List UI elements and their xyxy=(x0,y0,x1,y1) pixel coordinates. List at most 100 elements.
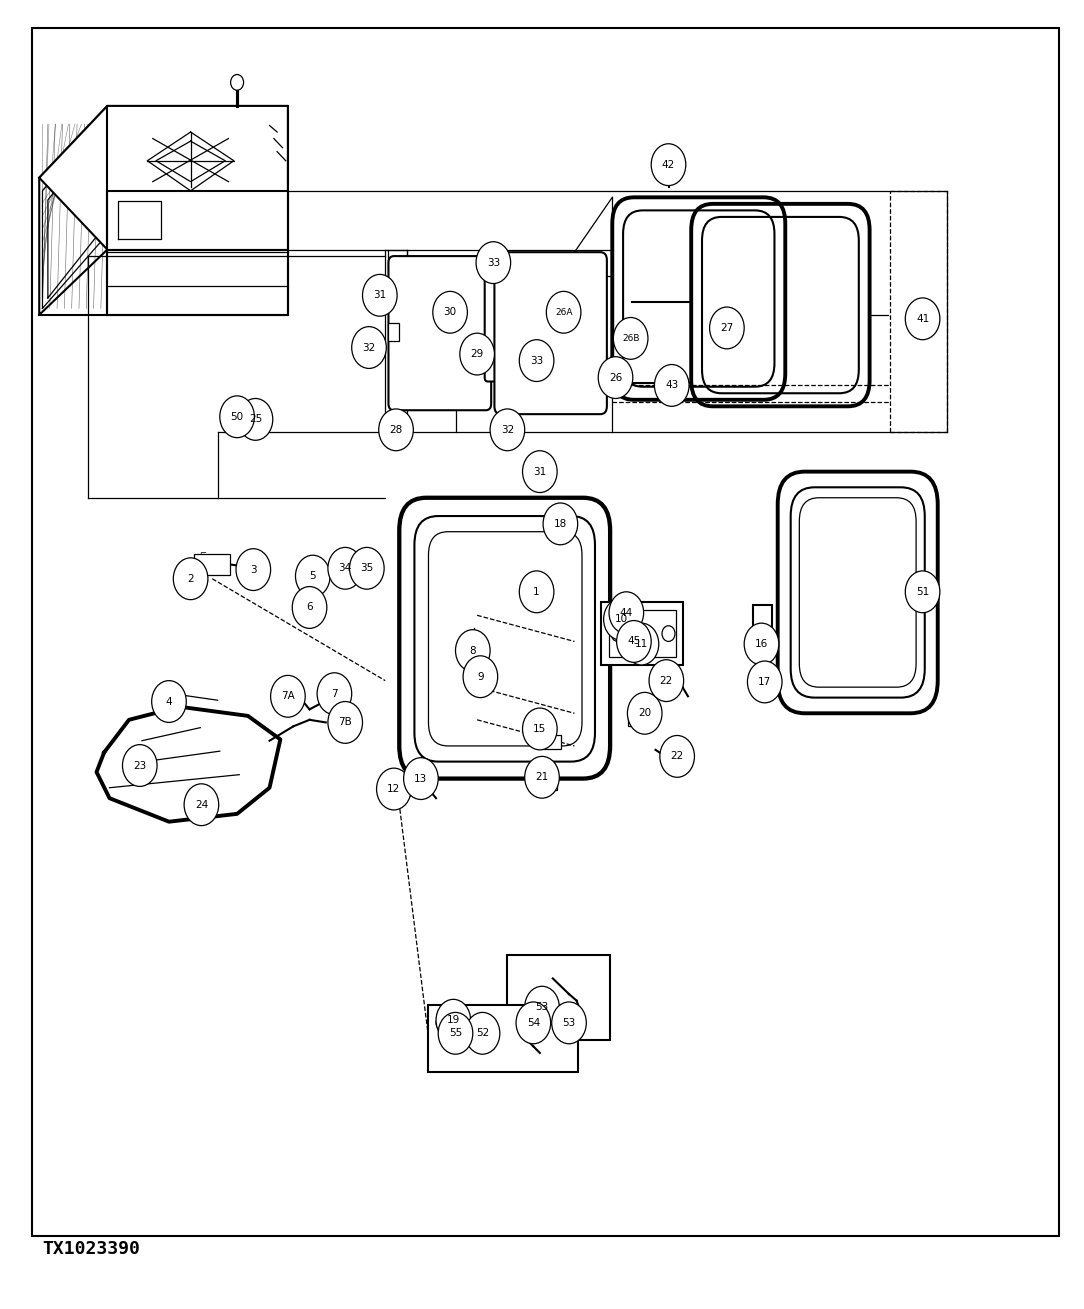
Circle shape xyxy=(624,623,659,665)
Text: 19: 19 xyxy=(447,1016,460,1025)
Text: 11: 11 xyxy=(635,639,648,649)
Circle shape xyxy=(465,1012,500,1054)
Text: 34: 34 xyxy=(338,563,352,573)
Text: 33: 33 xyxy=(487,258,500,267)
Bar xyxy=(542,736,562,749)
Bar xyxy=(194,554,230,575)
FancyBboxPatch shape xyxy=(485,270,504,381)
Circle shape xyxy=(525,986,559,1028)
Circle shape xyxy=(433,292,467,334)
Circle shape xyxy=(522,450,557,492)
Text: 45: 45 xyxy=(628,636,641,647)
Circle shape xyxy=(271,675,306,717)
Bar xyxy=(507,956,610,1039)
Text: 53: 53 xyxy=(563,1018,576,1028)
Text: 32: 32 xyxy=(362,343,376,352)
Text: 24: 24 xyxy=(195,800,208,810)
Polygon shape xyxy=(107,250,288,315)
Text: 6: 6 xyxy=(306,602,313,613)
Circle shape xyxy=(476,242,511,284)
Polygon shape xyxy=(39,106,288,250)
Circle shape xyxy=(543,503,578,545)
Circle shape xyxy=(460,334,494,374)
Circle shape xyxy=(220,395,255,437)
Text: 26A: 26A xyxy=(555,308,572,317)
Circle shape xyxy=(598,356,633,398)
Text: 27: 27 xyxy=(720,323,734,332)
Text: 42: 42 xyxy=(662,160,675,170)
Text: 54: 54 xyxy=(527,1018,540,1028)
Text: 51: 51 xyxy=(916,586,929,597)
Circle shape xyxy=(516,1001,551,1043)
Text: 2: 2 xyxy=(188,573,194,584)
Circle shape xyxy=(614,318,648,359)
Text: 5: 5 xyxy=(309,571,317,581)
Text: 26: 26 xyxy=(609,373,622,382)
Text: 28: 28 xyxy=(389,425,402,435)
Text: 20: 20 xyxy=(638,708,651,719)
Text: 9: 9 xyxy=(477,672,483,682)
Text: ⌐: ⌐ xyxy=(199,550,206,559)
Circle shape xyxy=(662,626,675,641)
Text: 31: 31 xyxy=(533,466,546,476)
Text: 43: 43 xyxy=(666,381,679,390)
Circle shape xyxy=(651,144,686,186)
Bar xyxy=(388,323,399,342)
Text: 7B: 7B xyxy=(338,717,352,728)
Circle shape xyxy=(231,75,244,90)
Circle shape xyxy=(328,547,362,589)
Text: 3: 3 xyxy=(250,564,257,575)
Circle shape xyxy=(351,327,386,368)
Bar xyxy=(602,602,683,665)
Text: 21: 21 xyxy=(535,772,549,783)
Text: 41: 41 xyxy=(916,314,929,323)
Text: 15: 15 xyxy=(533,724,546,734)
Text: 29: 29 xyxy=(470,350,483,359)
Text: 44: 44 xyxy=(620,607,633,618)
Circle shape xyxy=(905,298,940,340)
Text: 55: 55 xyxy=(449,1029,462,1038)
FancyBboxPatch shape xyxy=(494,253,607,414)
Circle shape xyxy=(552,1001,586,1043)
Circle shape xyxy=(649,660,684,702)
Text: 33: 33 xyxy=(530,356,543,365)
Text: 26B: 26B xyxy=(622,334,640,343)
Circle shape xyxy=(663,162,674,175)
Circle shape xyxy=(546,292,581,334)
Circle shape xyxy=(318,673,351,715)
Circle shape xyxy=(710,308,745,348)
Circle shape xyxy=(436,1014,449,1030)
Text: 53: 53 xyxy=(535,1003,549,1012)
Circle shape xyxy=(476,664,489,679)
Text: 23: 23 xyxy=(133,761,146,771)
Circle shape xyxy=(745,623,778,665)
Circle shape xyxy=(455,630,490,672)
Circle shape xyxy=(519,571,554,613)
Circle shape xyxy=(519,340,554,381)
Circle shape xyxy=(378,408,413,450)
Circle shape xyxy=(293,586,327,628)
Text: 22: 22 xyxy=(671,751,684,762)
Text: 13: 13 xyxy=(414,774,427,784)
Text: 12: 12 xyxy=(387,784,400,795)
Polygon shape xyxy=(107,191,288,250)
Bar xyxy=(428,1004,578,1072)
Circle shape xyxy=(525,757,559,798)
Circle shape xyxy=(660,736,695,778)
Circle shape xyxy=(611,626,624,641)
Circle shape xyxy=(184,784,219,826)
Bar xyxy=(535,775,557,791)
Text: 25: 25 xyxy=(249,415,262,424)
Circle shape xyxy=(327,687,341,706)
Circle shape xyxy=(465,637,482,658)
Text: 35: 35 xyxy=(360,563,374,573)
Circle shape xyxy=(328,702,362,744)
Text: 30: 30 xyxy=(443,308,456,317)
Bar xyxy=(753,605,772,654)
Text: 52: 52 xyxy=(476,1029,489,1038)
Text: 32: 32 xyxy=(501,425,514,435)
Circle shape xyxy=(604,598,638,640)
Circle shape xyxy=(748,661,782,703)
Circle shape xyxy=(376,768,411,810)
Circle shape xyxy=(349,547,384,589)
